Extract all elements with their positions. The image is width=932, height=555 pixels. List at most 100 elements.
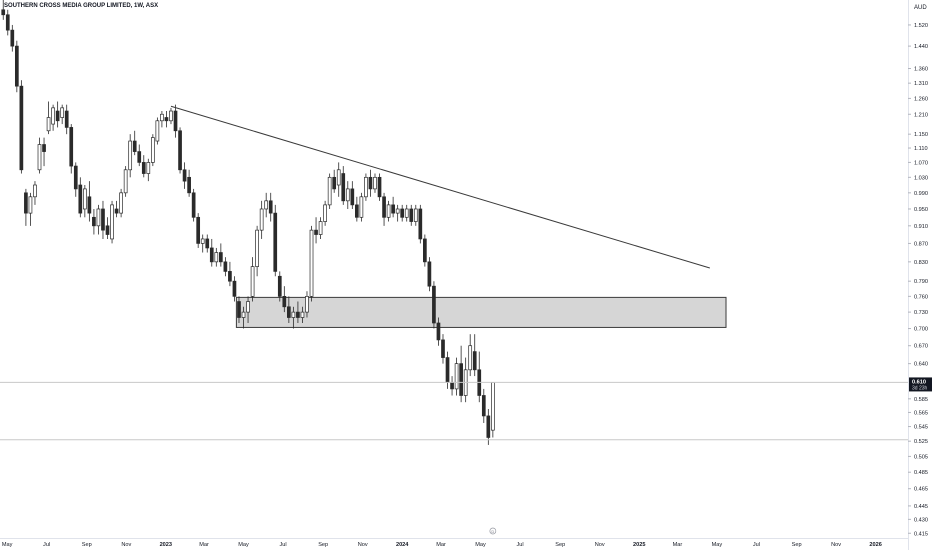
candle xyxy=(336,162,341,197)
time-tick-label: May xyxy=(712,542,723,548)
support-zone-rect xyxy=(235,296,727,328)
time-tick-label: Jul xyxy=(753,542,760,548)
candle xyxy=(468,334,473,377)
candle xyxy=(250,257,255,302)
candle-body-up xyxy=(214,252,219,263)
price-tick-label: 1.310 xyxy=(914,81,928,87)
candle-body-down xyxy=(10,29,15,47)
candle-body-down xyxy=(481,395,486,417)
candle-body-down xyxy=(314,229,318,235)
candle-body-up xyxy=(123,169,128,194)
candle xyxy=(264,192,269,218)
candle xyxy=(332,169,337,193)
candle xyxy=(146,158,151,182)
candle-body-up xyxy=(200,238,205,244)
candle-body-down xyxy=(436,322,441,341)
candle xyxy=(450,376,454,396)
price-tick-label: 1.210 xyxy=(914,112,928,118)
price-tick-label: 0.465 xyxy=(914,487,928,493)
candle xyxy=(287,296,291,323)
candle-body-down xyxy=(341,173,346,202)
candle xyxy=(169,107,173,125)
candle xyxy=(14,40,19,93)
candle xyxy=(182,162,187,189)
candle xyxy=(64,104,69,135)
candle-body-up xyxy=(309,229,314,297)
price-tick-label: 0.700 xyxy=(914,327,928,333)
candle xyxy=(386,200,391,222)
candle-body-down xyxy=(368,176,373,190)
candle xyxy=(395,204,400,222)
time-tick-label: Jul xyxy=(516,542,523,548)
candle-body-down xyxy=(14,45,19,87)
time-tick-label: Jul xyxy=(279,542,286,548)
candle-body-down xyxy=(173,110,178,132)
candle xyxy=(178,127,182,174)
candle-body-down xyxy=(191,192,196,218)
candle xyxy=(46,101,51,135)
bar-countdown: 3d 23h xyxy=(912,385,928,391)
candle xyxy=(150,134,155,167)
candle xyxy=(268,192,273,222)
candle-body-down xyxy=(472,351,477,371)
candle xyxy=(101,200,105,239)
time-tick-label: Nov xyxy=(595,542,605,548)
candle xyxy=(241,306,246,329)
candle xyxy=(37,137,42,174)
candle xyxy=(427,257,432,292)
candle-body-down xyxy=(486,415,491,438)
candle xyxy=(477,351,482,403)
candle xyxy=(132,130,137,156)
price-tick-label: 0.430 xyxy=(914,517,928,523)
candle-body-down xyxy=(92,216,96,227)
candle-body-down xyxy=(69,127,74,167)
candle-body-down xyxy=(205,238,210,249)
candle xyxy=(391,196,395,218)
candle xyxy=(237,296,241,323)
price-axis[interactable]: 1.520 1.440 1.360 1.310 1.260 1.210 1.150 1.110… xyxy=(908,0,932,550)
candle-body-down xyxy=(445,357,450,383)
time-axis[interactable]: May Jul Sep Nov 2023 Mar May Jul Sep Nov 2024 Mar Ma… xyxy=(0,527,908,548)
candle-body-up xyxy=(46,117,51,132)
time-tick-label: 2025 xyxy=(633,542,645,548)
candle-body-up xyxy=(110,204,114,240)
candle xyxy=(296,301,300,323)
price-tick-label: 0.760 xyxy=(914,294,928,300)
candle-body-up xyxy=(323,204,327,222)
candle xyxy=(432,281,436,329)
time-tick-label: Sep xyxy=(82,542,92,548)
candle-body-up xyxy=(468,345,473,371)
price-tick-label: 1.070 xyxy=(914,160,928,166)
candle xyxy=(454,357,459,396)
candle xyxy=(259,200,264,239)
candle-body-up xyxy=(241,311,246,318)
candle-body-up xyxy=(318,221,323,235)
candle xyxy=(309,225,314,302)
candle-body-down xyxy=(273,212,278,272)
candle xyxy=(300,306,305,323)
candle xyxy=(1,0,6,20)
candle xyxy=(463,357,468,403)
candle-body-up xyxy=(364,176,368,198)
candle-body-up xyxy=(404,208,409,218)
candle-body-down xyxy=(55,110,60,122)
candle xyxy=(19,80,24,174)
candle-body-down xyxy=(196,216,201,244)
time-tick-label: Nov xyxy=(358,542,368,548)
candle xyxy=(327,173,332,209)
time-tick-label: Mar xyxy=(673,542,683,548)
candle xyxy=(223,257,228,277)
candle-body-down xyxy=(391,204,395,214)
candle xyxy=(196,213,201,248)
price-tick-label: 0.585 xyxy=(914,397,928,403)
candle-body-up xyxy=(146,162,151,174)
candle-body-up xyxy=(264,200,269,210)
candle xyxy=(341,166,346,205)
candle-body-up xyxy=(246,301,250,313)
candle xyxy=(355,196,359,222)
candle-body-down xyxy=(296,311,300,318)
candle xyxy=(141,155,146,178)
candle xyxy=(282,286,287,313)
